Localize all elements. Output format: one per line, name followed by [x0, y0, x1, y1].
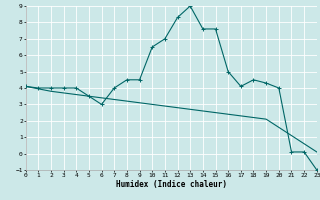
X-axis label: Humidex (Indice chaleur): Humidex (Indice chaleur): [116, 180, 227, 189]
